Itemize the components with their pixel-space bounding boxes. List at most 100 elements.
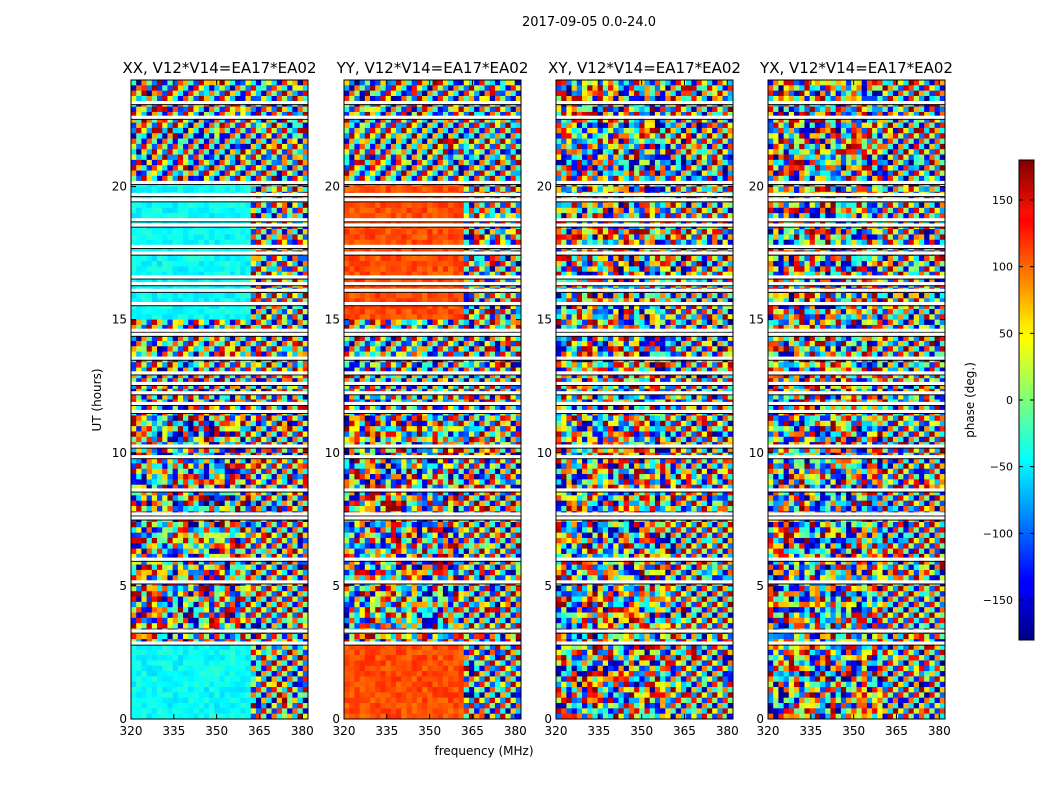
flagged-row-1-4: [344, 198, 521, 202]
y-tick-label-0-4: 20: [112, 180, 127, 194]
y-tick-label-0-1: 5: [119, 579, 127, 593]
colorbar-ticks: −150 −100 −50 0 50 100 150: [983, 194, 1034, 607]
flagged-row-3-25: [768, 516, 945, 520]
flagged-row-1-16: [344, 371, 521, 375]
flagged-row-1-10: [344, 282, 521, 286]
y-tick-label-0-3: 15: [112, 313, 127, 327]
flagged-row-1-19: [344, 401, 521, 406]
flagged-row-1-5: [344, 218, 521, 222]
flagged-row-2-0: [556, 101, 733, 105]
colorbar-label: phase (deg.): [963, 362, 977, 438]
flagged-row-2-2: [556, 180, 733, 185]
flagged-row-3-22: [768, 455, 945, 459]
y-tick-label-3-1: 5: [756, 579, 764, 593]
flagged-row-1-6: [344, 223, 521, 227]
flagged-row-0-19: [131, 401, 308, 406]
flagged-row-0-5: [131, 218, 308, 222]
flagged-row-3-23: [768, 488, 945, 492]
flagged-row-1-29: [344, 641, 521, 645]
flagged-row-2-21: [556, 444, 733, 448]
flagged-row-2-24: [556, 512, 733, 516]
flagged-row-2-6: [556, 223, 733, 227]
flagged-row-0-6: [131, 223, 308, 227]
flagged-row-2-17: [556, 381, 733, 386]
x-tick-label-1-4: 380: [504, 724, 527, 738]
panel-frame-0: [130, 79, 309, 720]
flagged-row-3-24: [768, 512, 945, 516]
flagged-row-1-3: [344, 192, 521, 197]
flagged-row-2-19: [556, 401, 733, 406]
figure-suptitle: 2017-09-05 0.0-24.0: [522, 15, 656, 30]
x-tick-label-3-4: 380: [928, 724, 951, 738]
flagged-row-3-29: [768, 641, 945, 645]
x-tick-label-3-3: 365: [885, 724, 908, 738]
flagged-row-1-18: [344, 391, 521, 395]
flagged-row-0-4: [131, 198, 308, 202]
x-tick-label-2-0: 320: [545, 724, 568, 738]
panel-title-1: YY, V12*V14=EA17*EA02: [336, 59, 529, 77]
flagged-row-1-1: [344, 115, 521, 119]
phase-image-3: [768, 80, 945, 719]
y-tick-label-2-1: 5: [544, 579, 552, 593]
flagged-row-0-10: [131, 282, 308, 286]
flagged-row-3-27: [768, 580, 945, 584]
flagged-row-2-23: [556, 488, 733, 492]
flagged-row-1-13: [344, 328, 521, 332]
flagged-row-1-27: [344, 580, 521, 584]
flagged-row-3-8: [768, 251, 945, 255]
flagged-row-2-26: [556, 557, 733, 561]
y-tick-label-2-3: 15: [537, 313, 552, 327]
x-axis-label: frequency (MHz): [434, 744, 533, 758]
y-tick-label-1-4: 20: [325, 180, 340, 194]
flagged-row-3-17: [768, 381, 945, 386]
flagged-row-3-10: [768, 282, 945, 286]
panel-frame-3: [767, 79, 946, 720]
flagged-row-2-18: [556, 391, 733, 395]
x-tick-label-0-4: 380: [291, 724, 314, 738]
flagged-row-3-19: [768, 401, 945, 406]
flagged-row-2-12: [556, 302, 733, 306]
panel-1: YY, V12*V14=EA17*EA02 320 335 350 365 380 0 5 10…: [325, 59, 529, 738]
flagged-row-0-9: [131, 275, 308, 279]
y-tick-label-1-0: 0: [332, 712, 340, 726]
flagged-row-3-21: [768, 444, 945, 448]
y-axis-label: UT (hours): [90, 368, 104, 431]
x-tick-label-2-2: 350: [630, 724, 653, 738]
colorbar-tick-label-2: −50: [990, 461, 1013, 474]
flagged-row-0-23: [131, 488, 308, 492]
panel-title-0: XX, V12*V14=EA17*EA02: [122, 59, 316, 77]
flagged-row-0-26: [131, 557, 308, 561]
flagged-row-0-28: [131, 629, 308, 633]
flagged-row-1-28: [344, 629, 521, 633]
panel-2: XY, V12*V14=EA17*EA02 320 335 350 365 380 0 5 10…: [537, 59, 741, 738]
y-tick-label-2-2: 10: [537, 446, 552, 460]
colorbar-tick-label-5: 100: [992, 261, 1013, 274]
flagged-row-3-0: [768, 101, 945, 105]
flagged-row-3-5: [768, 218, 945, 222]
x-tick-label-2-1: 335: [587, 724, 610, 738]
y-tick-label-0-0: 0: [119, 712, 127, 726]
flagged-row-1-14: [344, 332, 521, 336]
flagged-row-1-26: [344, 557, 521, 561]
x-tick-label-3-0: 320: [757, 724, 780, 738]
flagged-row-3-4: [768, 198, 945, 202]
flagged-row-2-25: [556, 516, 733, 520]
flagged-row-2-28: [556, 629, 733, 633]
x-tick-label-0-0: 320: [120, 724, 143, 738]
x-tick-label-1-2: 350: [418, 724, 441, 738]
flagged-row-0-17: [131, 381, 308, 386]
flagged-row-1-25: [344, 516, 521, 520]
flagged-row-1-7: [344, 244, 521, 248]
y-tick-label-2-0: 0: [544, 712, 552, 726]
flagged-row-3-12: [768, 302, 945, 306]
y-tick-label-1-2: 10: [325, 446, 340, 460]
flagged-row-0-20: [131, 409, 308, 414]
y-tick-label-1-3: 15: [325, 313, 340, 327]
flagged-row-1-15: [344, 356, 521, 360]
y-tick-label-1-1: 5: [332, 579, 340, 593]
y-tick-label-2-4: 20: [537, 180, 552, 194]
panel-title-3: YX, V12*V14=EA17*EA02: [759, 59, 953, 77]
flagged-row-3-2: [768, 180, 945, 185]
flagged-row-0-7: [131, 244, 308, 248]
